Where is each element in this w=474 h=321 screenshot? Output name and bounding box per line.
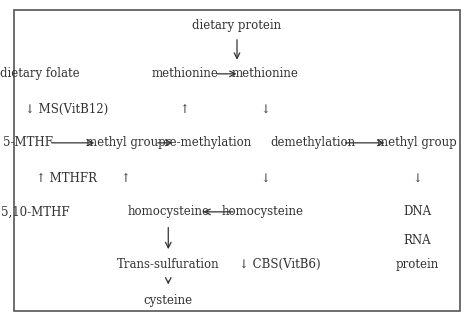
Text: dietary protein: dietary protein	[192, 19, 282, 32]
Text: ↓: ↓	[261, 103, 270, 116]
Text: homocysteine: homocysteine	[128, 205, 209, 218]
Text: dietary folate: dietary folate	[0, 67, 80, 80]
Text: re-methylation: re-methylation	[165, 136, 252, 149]
Text: 5-MTHF: 5-MTHF	[3, 136, 54, 149]
Text: methionine: methionine	[151, 67, 219, 80]
Text: ↑: ↑	[180, 103, 190, 116]
Text: cysteine: cysteine	[144, 294, 193, 307]
Text: ↓: ↓	[412, 172, 422, 185]
Text: methionine: methionine	[232, 67, 299, 80]
Text: ↓: ↓	[261, 172, 270, 185]
Text: DNA: DNA	[403, 205, 431, 218]
Text: 5,10-MTHF: 5,10-MTHF	[1, 205, 70, 218]
Text: methyl group: methyl group	[86, 136, 165, 149]
Text: Trans-sulfuration: Trans-sulfuration	[117, 258, 219, 271]
Text: ↓ MS(VitB12): ↓ MS(VitB12)	[25, 103, 108, 116]
Text: ↓ CBS(VitB6): ↓ CBS(VitB6)	[239, 258, 320, 271]
Text: demethylation: demethylation	[270, 136, 356, 149]
Text: RNA: RNA	[403, 234, 431, 247]
Text: ↑ MTHFR: ↑ MTHFR	[36, 172, 97, 185]
Text: methyl group: methyl group	[377, 136, 457, 149]
Text: ↑: ↑	[121, 172, 130, 185]
Text: protein: protein	[395, 258, 439, 271]
Text: homocysteine: homocysteine	[222, 205, 304, 218]
